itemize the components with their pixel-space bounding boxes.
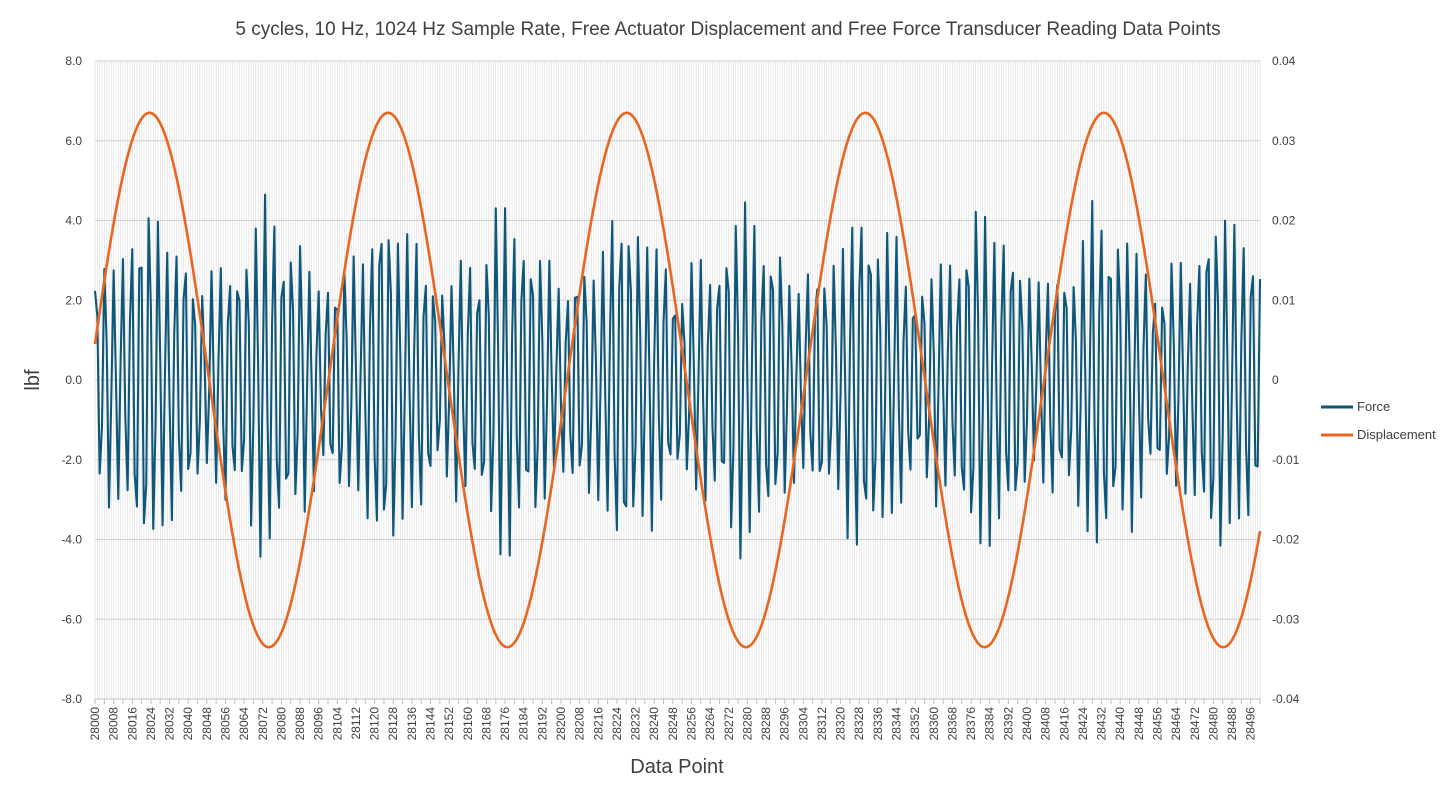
- y-tick-label-right: 0.03: [1272, 134, 1296, 148]
- y-tick-label-right: -0.03: [1272, 612, 1300, 626]
- x-tick-label: 28416: [1057, 707, 1071, 741]
- x-tick-label: 28056: [218, 707, 232, 741]
- series-displacement-line: [93, 111, 1262, 649]
- x-tick-label: 28000: [88, 707, 102, 741]
- x-tick-label: 28272: [722, 707, 736, 741]
- x-tick-label: 28104: [330, 707, 344, 741]
- x-tick-label: 28040: [181, 707, 195, 741]
- x-tick-label: 28424: [1076, 707, 1090, 741]
- x-tick-label: 28160: [461, 707, 475, 741]
- x-tick-label: 28240: [647, 707, 661, 741]
- x-tick-label: 28384: [983, 707, 997, 741]
- x-tick-label: 28248: [666, 707, 680, 741]
- x-tick-label: 28128: [386, 707, 400, 741]
- x-tick-label: 28440: [1113, 707, 1127, 741]
- series-force-line: [93, 193, 1262, 560]
- x-tick-label: 28392: [1001, 707, 1015, 741]
- x-tick-label: 28144: [424, 707, 438, 741]
- x-tick-label: 28120: [368, 707, 382, 741]
- legend-item-displacement[interactable]: Displacement: [1321, 427, 1436, 442]
- axes: -8.0 -6.0 -4.0 -2.0 0.0 2.0 4.0 6.0 8.0 -0.04 -0.0…: [61, 54, 1299, 740]
- y-tick-label-right: -0.04: [1272, 692, 1300, 706]
- grid-lines: [94, 60, 1261, 700]
- x-tick-label: 28344: [890, 707, 904, 741]
- x-tick-label: 28496: [1244, 707, 1258, 741]
- x-tick-label: 28256: [684, 707, 698, 741]
- x-tick-label: 28408: [1039, 707, 1053, 741]
- y-tick-label-right: 0.04: [1272, 54, 1296, 68]
- x-tick-label: 28192: [535, 707, 549, 741]
- x-tick-label: 28328: [852, 707, 866, 741]
- y-tick-label-right: 0.02: [1272, 214, 1296, 228]
- x-tick-label: 28072: [256, 707, 270, 741]
- x-tick-label: 28488: [1225, 707, 1239, 741]
- x-tick-label: 28168: [479, 707, 493, 741]
- legend: Force Displacement: [1321, 399, 1436, 442]
- x-tick-label: 28360: [927, 707, 941, 741]
- y-tick-label-left: 2.0: [65, 293, 82, 307]
- x-tick-label: 28376: [964, 707, 978, 741]
- x-tick-label: 28320: [834, 707, 848, 741]
- x-tick-label: 28096: [312, 707, 326, 741]
- y-tick-label-right: -0.01: [1272, 453, 1300, 467]
- x-tick-label: 28464: [1169, 707, 1183, 741]
- x-tick-label: 28136: [405, 707, 419, 741]
- y-tick-label-left: -2.0: [61, 453, 82, 467]
- x-tick-label: 28480: [1206, 707, 1220, 741]
- x-tick-label: 28184: [517, 707, 531, 741]
- series-layer: [93, 111, 1262, 649]
- x-tick-label: 28048: [200, 707, 214, 741]
- y-tick-label-left: 0.0: [65, 373, 82, 387]
- x-tick-label: 28224: [610, 707, 624, 741]
- y-tick-label-left: -4.0: [61, 533, 82, 547]
- x-axis-label: Data Point: [630, 756, 724, 778]
- x-tick-label: 28024: [144, 707, 158, 741]
- x-tick-label: 28208: [573, 707, 587, 741]
- x-tick-label: 28456: [1150, 707, 1164, 741]
- x-tick-label: 28232: [629, 707, 643, 741]
- y-tick-label-right: -0.02: [1272, 533, 1300, 547]
- x-tick-label: 28200: [554, 707, 568, 741]
- x-tick-label: 28264: [703, 707, 717, 741]
- y-tick-label-left: 8.0: [65, 54, 82, 68]
- x-tick-label: 28064: [237, 707, 251, 741]
- x-tick-label: 28296: [778, 707, 792, 741]
- x-tick-label: 28288: [759, 707, 773, 741]
- x-tick-label: 28472: [1188, 707, 1202, 741]
- x-tick-label: 28032: [163, 707, 177, 741]
- y-tick-label-left: -8.0: [61, 692, 82, 706]
- x-tick-label: 28280: [740, 707, 754, 741]
- y-axis-label: lbf: [22, 369, 44, 391]
- x-tick-label: 28448: [1132, 707, 1146, 741]
- y-tick-label-right: 0.01: [1272, 293, 1296, 307]
- x-tick-label: 28112: [349, 707, 363, 740]
- y-tick-label-left: 6.0: [65, 134, 82, 148]
- x-tick-label: 28312: [815, 707, 829, 741]
- x-tick-label: 28352: [908, 707, 922, 741]
- x-tick-label: 28008: [107, 707, 121, 741]
- x-tick-label: 28304: [796, 707, 810, 741]
- x-tick-label: 28016: [125, 707, 139, 741]
- x-tick-label: 28152: [442, 707, 456, 741]
- x-tick-label: 28400: [1020, 707, 1034, 741]
- x-tick-label: 28336: [871, 707, 885, 741]
- legend-label-force: Force: [1357, 399, 1390, 414]
- x-tick-label: 28080: [274, 707, 288, 741]
- y-tick-label-right: 0: [1272, 373, 1279, 387]
- x-tick-label: 28088: [293, 707, 307, 741]
- y-tick-label-left: -6.0: [61, 612, 82, 626]
- y-tick-label-left: 4.0: [65, 214, 82, 228]
- legend-label-displacement: Displacement: [1357, 427, 1436, 442]
- x-tick-label: 28368: [945, 707, 959, 741]
- x-tick-label: 28176: [498, 707, 512, 741]
- legend-item-force[interactable]: Force: [1321, 399, 1390, 414]
- chart-title: 5 cycles, 10 Hz, 1024 Hz Sample Rate, Fr…: [235, 19, 1220, 40]
- x-tick-label: 28432: [1095, 707, 1109, 741]
- x-tick-label: 28216: [591, 707, 605, 741]
